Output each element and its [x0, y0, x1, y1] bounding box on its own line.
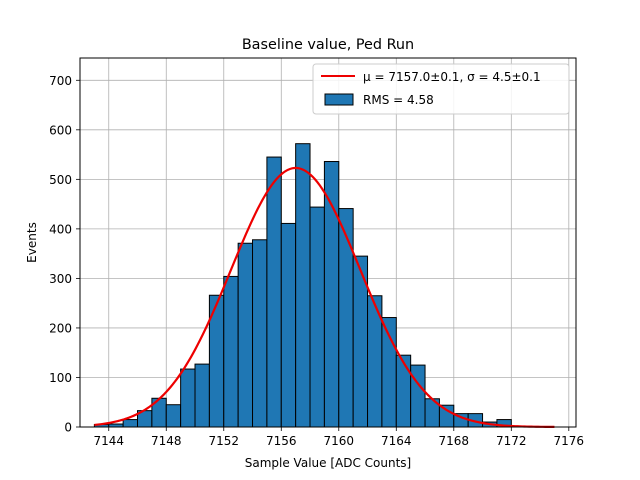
y-tick-label: 100 [49, 371, 72, 385]
histogram-bar [165, 404, 182, 428]
plot-frame [79, 57, 577, 428]
x-tick-label: 7152 [208, 434, 239, 448]
x-axis-label: Sample Value [ADC Counts] [245, 456, 411, 470]
x-tick-label: 7172 [496, 434, 527, 448]
histogram-bar [295, 143, 311, 428]
gaussian-fit [94, 166, 555, 429]
x-tick-label: 7168 [439, 434, 470, 448]
legend-fit-label: μ = 7157.0±0.1, σ = 4.5±0.1 [363, 70, 541, 84]
histogram-bar [122, 419, 139, 428]
histogram-bar [266, 156, 282, 428]
histogram-bar [338, 208, 354, 428]
histogram-bar [237, 242, 254, 428]
legend-box [312, 63, 570, 115]
histogram-bars [93, 143, 512, 428]
y-axis-label: Events [25, 222, 39, 263]
y-tick-label: 400 [49, 222, 72, 236]
y-tick-label: 300 [49, 272, 72, 286]
histogram-bar [194, 363, 210, 428]
legend: μ = 7157.0±0.1, σ = 4.5±0.1 RMS = 4.58 [312, 63, 570, 115]
y-tick-label: 600 [49, 123, 72, 137]
histogram-bar [309, 206, 325, 428]
x-tick-label: 7176 [554, 434, 585, 448]
chart-title: Baseline value, Ped Run [242, 37, 414, 53]
histogram-bar [438, 404, 455, 428]
axis-ticks: 7144 7148 7152 7156 7160 7164 7168 7172 7176 0 100… [49, 74, 584, 448]
y-tick-label: 0 [64, 421, 72, 435]
x-tick-label: 7160 [324, 434, 355, 448]
x-tick-label: 7148 [151, 434, 182, 448]
histogram-bar [223, 275, 239, 428]
legend-histogram-label: RMS = 4.58 [363, 93, 434, 107]
x-tick-label: 7144 [93, 434, 124, 448]
y-tick-label: 500 [49, 173, 72, 187]
x-tick-label: 7164 [381, 434, 412, 448]
y-tick-label: 700 [49, 74, 72, 88]
x-tick-label: 7156 [266, 434, 297, 448]
histogram-bar [252, 239, 268, 428]
histogram-bar [395, 354, 412, 428]
histogram-bar [280, 222, 297, 428]
y-tick-label: 200 [49, 321, 72, 335]
fit-curve [94, 166, 555, 429]
histogram-bar [323, 161, 340, 428]
legend-histogram-swatch [324, 93, 354, 106]
histogram-bar [410, 364, 426, 428]
histogram-bar [180, 368, 196, 428]
